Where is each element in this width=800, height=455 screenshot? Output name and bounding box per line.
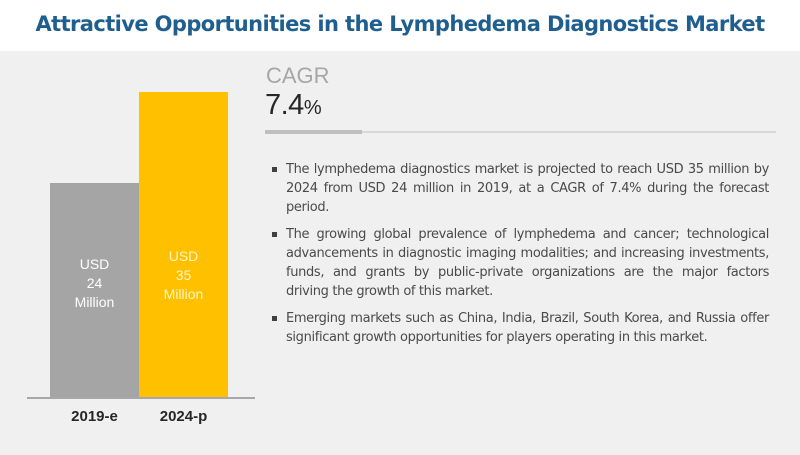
bar-label-currency: USD bbox=[79, 256, 110, 272]
cagr-value: 7.4% bbox=[265, 89, 322, 122]
bullet-item: The lymphedema diagnostics market is pro… bbox=[272, 160, 769, 217]
bar-label-currency: USD bbox=[168, 248, 199, 264]
cagr-number: 7.4 bbox=[265, 89, 304, 121]
square-bullet-icon bbox=[272, 167, 277, 172]
bullet-text: Emerging markets such as China, India, B… bbox=[286, 311, 769, 345]
bar-label-unit: Million bbox=[163, 286, 204, 302]
bullet-list: The lymphedema diagnostics market is pro… bbox=[272, 160, 769, 355]
bullet-item: The growing global prevalence of lymphed… bbox=[272, 225, 769, 301]
bar-label-value: 35 bbox=[175, 267, 192, 283]
bar-2019: USD 24 Million bbox=[50, 183, 139, 398]
cagr-label: CAGR bbox=[266, 63, 330, 88]
page-title: Attractive Opportunities in the Lymphede… bbox=[35, 12, 765, 36]
cagr-unit: % bbox=[303, 97, 322, 119]
bar-2024: USD 35 Million bbox=[139, 92, 228, 398]
cagr-divider-accent bbox=[265, 130, 362, 134]
square-bullet-icon bbox=[272, 316, 277, 321]
bar-label-unit: Million bbox=[74, 294, 115, 310]
bullet-item: Emerging markets such as China, India, B… bbox=[272, 309, 769, 347]
square-bullet-icon bbox=[272, 232, 277, 237]
x-tick-label-2024: 2024-p bbox=[159, 408, 208, 425]
bar-label-value: 24 bbox=[86, 275, 103, 291]
cagr-divider bbox=[265, 131, 776, 133]
x-tick-label-2019: 2019-e bbox=[71, 408, 118, 425]
bullet-text: The lymphedema diagnostics market is pro… bbox=[286, 162, 769, 215]
bullet-text: The growing global prevalence of lymphed… bbox=[286, 227, 769, 299]
x-axis-line bbox=[27, 397, 255, 399]
